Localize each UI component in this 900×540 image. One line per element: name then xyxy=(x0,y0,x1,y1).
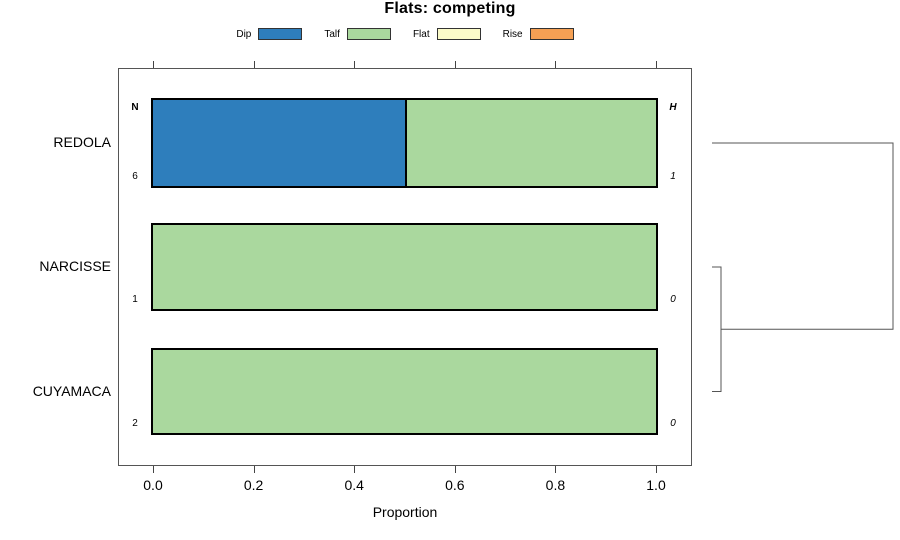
category-label-cuyamaca: CUYAMACA xyxy=(32,382,111,399)
bar-segment-talf xyxy=(153,350,656,433)
legend-label-dip: Dip xyxy=(236,28,252,40)
h-value-redola: 1 xyxy=(670,171,676,182)
category-label-narcisse: NARCISSE xyxy=(39,258,111,274)
dendrogram-root-branch xyxy=(712,142,894,330)
x-tick-bottom xyxy=(656,466,657,473)
x-tick-label: 1.0 xyxy=(646,477,666,493)
dendrogram-cluster-branch xyxy=(712,266,722,392)
x-tick-top xyxy=(354,61,356,68)
x-tick-label: 0.8 xyxy=(545,477,566,493)
legend-item-talf: Talf xyxy=(324,28,391,40)
legend-swatch-rise xyxy=(529,28,574,40)
legend: Dip Talf Flat Rise xyxy=(118,26,692,42)
chart-title: Flats: competing xyxy=(384,0,516,17)
x-tick-top xyxy=(555,61,557,68)
x-tick-bottom xyxy=(153,466,154,473)
bar-redola xyxy=(151,98,658,188)
x-tick-bottom xyxy=(253,466,255,473)
legend-swatch-talf xyxy=(346,28,391,40)
legend-item-rise: Rise xyxy=(503,28,574,40)
h-value-cuyamaca: 0 xyxy=(670,418,676,429)
legend-swatch-dip xyxy=(258,28,303,40)
category-label-redola: REDOLA xyxy=(53,134,111,150)
x-tick-bottom xyxy=(354,466,356,473)
bar-cuyamaca xyxy=(151,348,658,435)
legend-label-flat: Flat xyxy=(412,28,430,40)
n-value-narcisse: 1 xyxy=(132,294,138,305)
legend-label-rise: Rise xyxy=(502,28,523,40)
n-value-redola: 6 xyxy=(132,171,138,182)
bar-narcisse xyxy=(151,223,658,311)
bar-segment-talf xyxy=(404,100,656,186)
x-tick-top xyxy=(253,61,255,68)
h-value-narcisse: 0 xyxy=(670,294,676,305)
x-tick-label: 0.0 xyxy=(143,477,163,493)
x-tick-top xyxy=(656,61,657,68)
legend-item-dip: Dip xyxy=(236,28,303,40)
bar-segment-dip xyxy=(153,100,405,186)
x-tick-label: 0.6 xyxy=(445,477,465,493)
col-header-h: H xyxy=(669,102,677,113)
legend-label-talf: Talf xyxy=(324,28,340,40)
x-tick-label: 0.2 xyxy=(243,477,264,493)
bar-segment-talf xyxy=(153,225,656,309)
x-tick-bottom xyxy=(555,466,557,473)
x-tick-top xyxy=(153,61,154,68)
legend-item-flat: Flat xyxy=(413,28,481,40)
x-axis-title: Proportion xyxy=(372,504,438,520)
col-header-n: N xyxy=(131,102,139,113)
x-tick-top xyxy=(454,61,456,68)
x-tick-label: 0.4 xyxy=(344,477,364,493)
legend-swatch-flat xyxy=(436,28,481,40)
n-value-cuyamaca: 2 xyxy=(132,418,138,429)
x-tick-bottom xyxy=(454,466,456,473)
